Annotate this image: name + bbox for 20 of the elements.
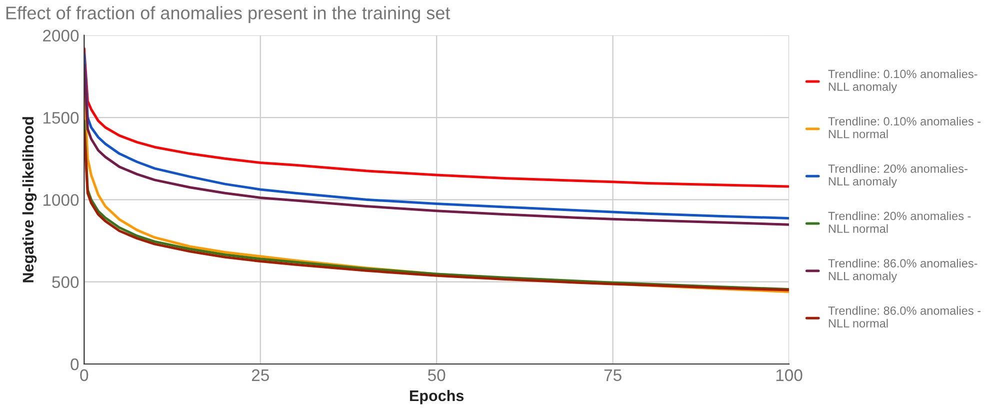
legend-label: Trendline: 86.0% anomalies- NLL anomaly xyxy=(828,258,978,283)
y-tick-label: 500 xyxy=(52,276,79,288)
x-tick-label: 100 xyxy=(776,369,802,382)
y-axis-title: Negative log-likelihood xyxy=(22,117,37,282)
x-tick-label: 0 xyxy=(80,369,88,382)
legend-label: Trendline: 86.0% anomalies - NLL normal xyxy=(828,306,981,328)
legend-label: Trendline: 20% anomalies - NLL normal xyxy=(828,211,971,233)
legend-label: Trendline: 20% anomalies- NLL anomaly xyxy=(828,164,968,188)
x-axis-title: Epochs xyxy=(410,390,464,404)
y-tick-label: 0 xyxy=(70,358,79,370)
y-tick-label: 2000 xyxy=(43,30,79,42)
legend-label: Trendline: 0.10% anomalies- NLL anomaly xyxy=(828,69,978,94)
x-tick-label: 75 xyxy=(604,369,622,382)
y-tick-label: 1500 xyxy=(43,112,79,124)
chart-title: Effect of fraction of anomalies present in the training set xyxy=(6,6,450,23)
legend-label: Trendline: 0.10% anomalies - NLL normal xyxy=(828,116,981,138)
y-tick-label: 1000 xyxy=(43,194,79,206)
x-tick-label: 50 xyxy=(428,369,446,382)
x-tick-label: 25 xyxy=(252,369,269,382)
line-series xyxy=(84,47,790,188)
